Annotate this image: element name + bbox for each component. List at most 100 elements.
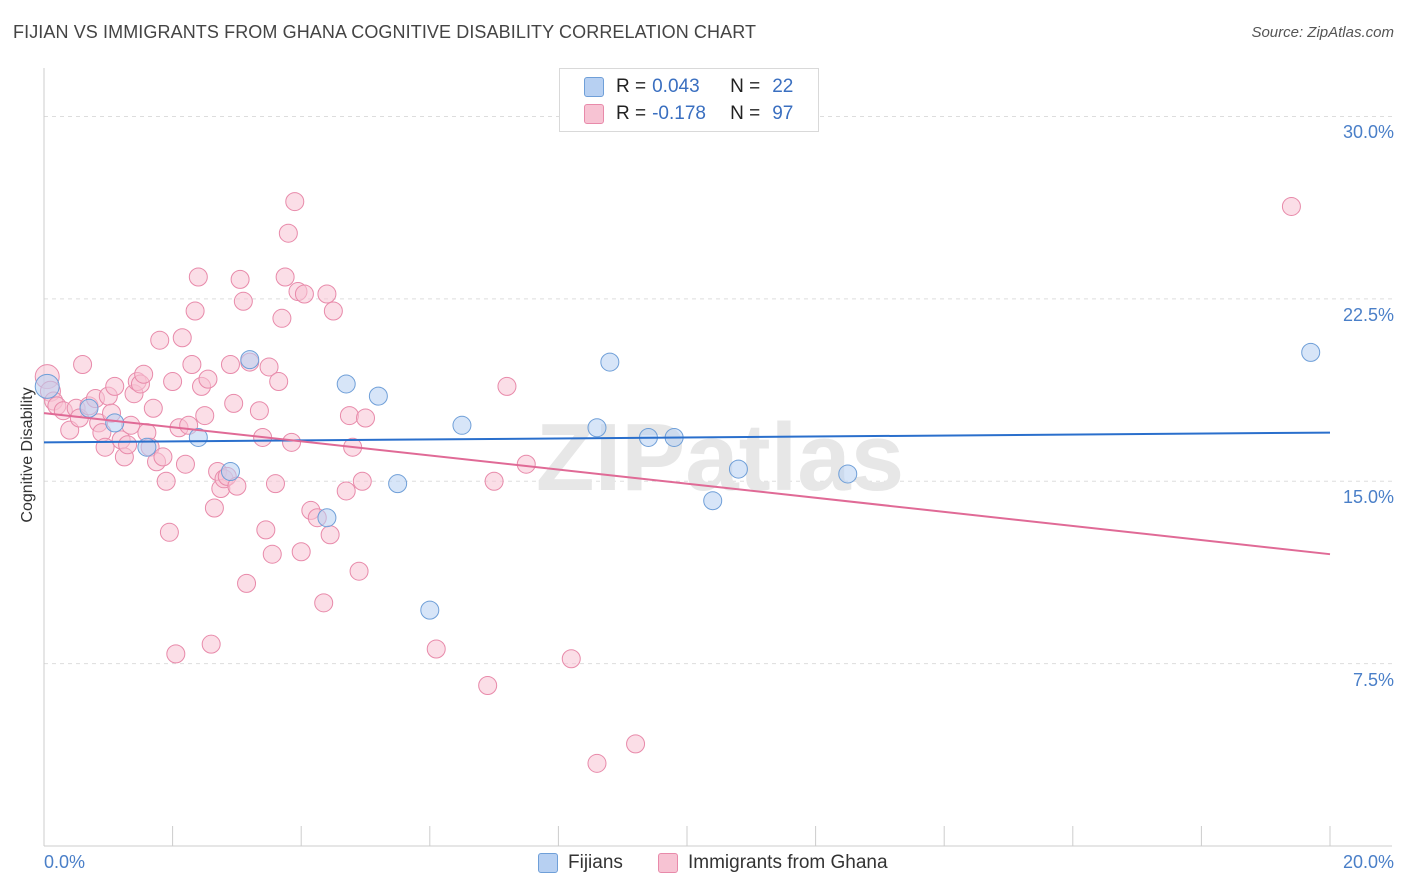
ghana-point bbox=[320, 525, 340, 545]
fijians-point bbox=[1301, 342, 1321, 362]
ghana-point bbox=[134, 364, 154, 384]
ghana-swatch bbox=[658, 853, 678, 873]
n-label: N = bbox=[730, 76, 761, 97]
ghana-point bbox=[163, 372, 183, 392]
fijians-point bbox=[838, 464, 858, 484]
y-tick-label: 22.5% bbox=[1342, 304, 1394, 325]
ghana-point bbox=[150, 330, 170, 350]
fijians-trend-line bbox=[43, 431, 1331, 444]
ghana-point bbox=[272, 308, 292, 328]
ghana-point bbox=[188, 267, 208, 287]
ghana-point bbox=[275, 267, 295, 287]
ghana-point bbox=[339, 406, 359, 426]
chart-title: FIJIAN VS IMMIGRANTS FROM GHANA COGNITIV… bbox=[13, 22, 757, 42]
ghana-point bbox=[626, 734, 646, 754]
ghana-point bbox=[265, 474, 285, 494]
ghana-point bbox=[294, 284, 314, 304]
ghana-point bbox=[153, 447, 173, 467]
ghana-point bbox=[204, 498, 224, 518]
ghana-point bbox=[269, 372, 289, 392]
n-label: N = bbox=[730, 103, 761, 124]
legend-row-ghana: R = -0.178 N = 97 bbox=[584, 101, 793, 127]
ghana-point bbox=[317, 284, 337, 304]
ghana-point bbox=[314, 593, 334, 613]
ghana-point bbox=[478, 676, 498, 696]
ghana-point bbox=[195, 406, 215, 426]
ghana-point bbox=[73, 355, 93, 375]
ghana-point bbox=[256, 520, 276, 540]
fijians-point bbox=[317, 508, 337, 528]
source-label: Source: ZipAtlas.com bbox=[1251, 24, 1394, 41]
r-label: R = bbox=[616, 103, 647, 124]
ghana-point bbox=[282, 432, 302, 452]
ghana-point bbox=[249, 401, 269, 421]
fijians-point bbox=[452, 415, 472, 435]
ghana-point bbox=[224, 393, 244, 413]
series-legend: Fijians Immigrants from Ghana bbox=[0, 852, 1406, 878]
ghana-point bbox=[285, 192, 305, 212]
fijians-point bbox=[587, 418, 607, 438]
ghana-point bbox=[349, 561, 369, 581]
ghana-point bbox=[426, 639, 446, 659]
fijians-point bbox=[34, 373, 60, 399]
ghana-point bbox=[587, 753, 607, 773]
ghana-point bbox=[259, 357, 279, 377]
ghana-point bbox=[336, 481, 356, 501]
x-tick-label-min: 0.0% bbox=[44, 852, 86, 872]
y-axis-label: Cognitive Disability bbox=[19, 387, 36, 523]
fijians-point bbox=[137, 437, 157, 457]
legend-label-ghana: Immigrants from Ghana bbox=[688, 852, 888, 873]
trend-layer bbox=[43, 412, 1331, 556]
ghana-point bbox=[220, 355, 240, 375]
y-tick-label: 30.0% bbox=[1342, 122, 1394, 143]
ghana-point bbox=[230, 269, 250, 289]
r-value: -0.178 bbox=[652, 103, 706, 124]
fijians-point bbox=[368, 386, 388, 406]
fijians-point bbox=[728, 459, 748, 479]
ghana-point bbox=[291, 542, 311, 562]
fijians-swatch bbox=[584, 77, 604, 97]
fijians-point bbox=[220, 462, 240, 482]
ghana-point bbox=[278, 223, 298, 243]
fijians-point bbox=[336, 374, 356, 394]
legend-row-fijians: R = 0.043 N = 22 bbox=[584, 74, 793, 100]
legend-item-ghana: Immigrants from Ghana bbox=[658, 852, 888, 874]
fijians-point bbox=[600, 352, 620, 372]
ghana-point bbox=[143, 398, 163, 418]
legend-label-fijians: Fijians bbox=[568, 852, 623, 873]
ghana-point bbox=[561, 649, 581, 669]
ghana-point bbox=[497, 376, 517, 396]
y-tick-label: 15.0% bbox=[1342, 487, 1394, 508]
legend-item-fijians: Fijians bbox=[538, 852, 623, 874]
fijians-point bbox=[388, 474, 408, 494]
ghana-trend-line bbox=[43, 412, 1331, 556]
r-label: R = bbox=[616, 76, 647, 97]
axis-layer bbox=[43, 68, 1392, 847]
ghana-point bbox=[185, 301, 205, 321]
ghana-swatch bbox=[584, 104, 604, 124]
points-layer bbox=[34, 192, 1321, 773]
x-tick-label-max: 20.0% bbox=[1342, 852, 1394, 872]
ghana-point bbox=[201, 634, 221, 654]
ghana-point bbox=[182, 355, 202, 375]
ghana-point bbox=[118, 435, 138, 455]
ghana-point bbox=[1281, 196, 1301, 216]
ghana-point bbox=[323, 301, 343, 321]
n-value: 22 bbox=[772, 76, 794, 97]
fijians-point bbox=[420, 600, 440, 620]
ghana-point bbox=[172, 328, 192, 348]
ghana-point bbox=[156, 471, 176, 491]
n-value: 97 bbox=[772, 103, 794, 124]
fijians-point bbox=[105, 413, 125, 433]
fijians-point bbox=[79, 398, 99, 418]
ghana-point bbox=[175, 454, 195, 474]
fijians-point bbox=[703, 491, 723, 511]
ghana-point bbox=[159, 522, 179, 542]
ghana-point bbox=[352, 471, 372, 491]
y-tick-label: 7.5% bbox=[1352, 669, 1394, 690]
ghana-point bbox=[356, 408, 375, 428]
ghana-point bbox=[484, 471, 504, 491]
ghana-point bbox=[105, 376, 125, 396]
ghana-point bbox=[198, 369, 218, 389]
